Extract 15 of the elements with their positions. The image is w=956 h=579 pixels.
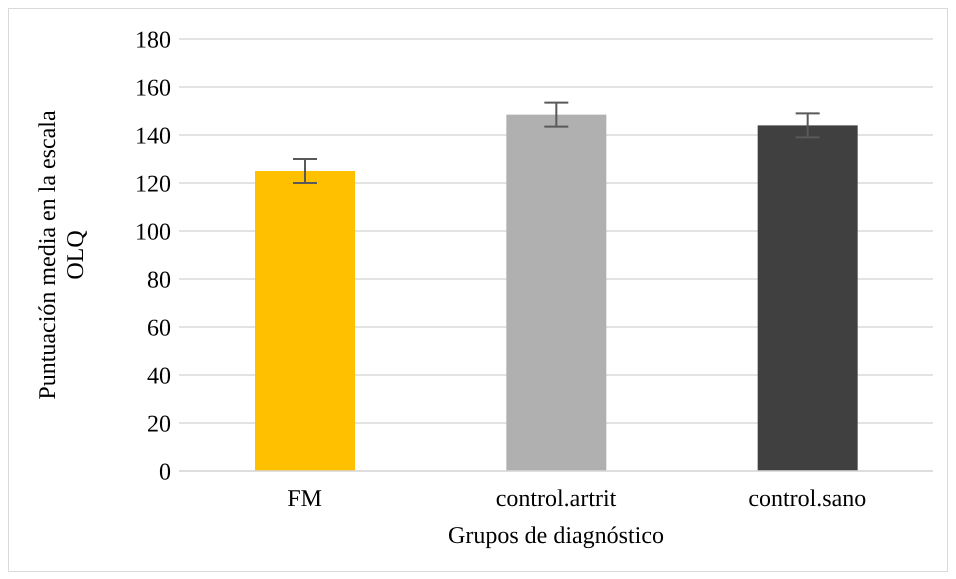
x-tick-label: FM <box>287 486 322 512</box>
y-tick-label: 100 <box>135 220 171 246</box>
y-tick-label: 0 <box>159 460 171 486</box>
x-tick-label: control.artrit <box>496 486 617 512</box>
y-axis-title: Puntuación media en la escala OLQ <box>35 110 89 400</box>
y-tick-label: 120 <box>135 172 171 198</box>
y-tick-label: 40 <box>147 364 171 390</box>
y-tick-label: 140 <box>135 124 171 150</box>
x-axis-title: Grupos de diagnóstico <box>448 523 664 549</box>
y-tick-label: 180 <box>135 28 171 54</box>
y-tick-label: 160 <box>135 76 171 102</box>
x-tick-label: control.sano <box>748 486 866 512</box>
y-tick-label: 80 <box>147 268 171 294</box>
y-tick-label: 20 <box>147 412 171 438</box>
y-tick-label: 60 <box>147 316 171 342</box>
